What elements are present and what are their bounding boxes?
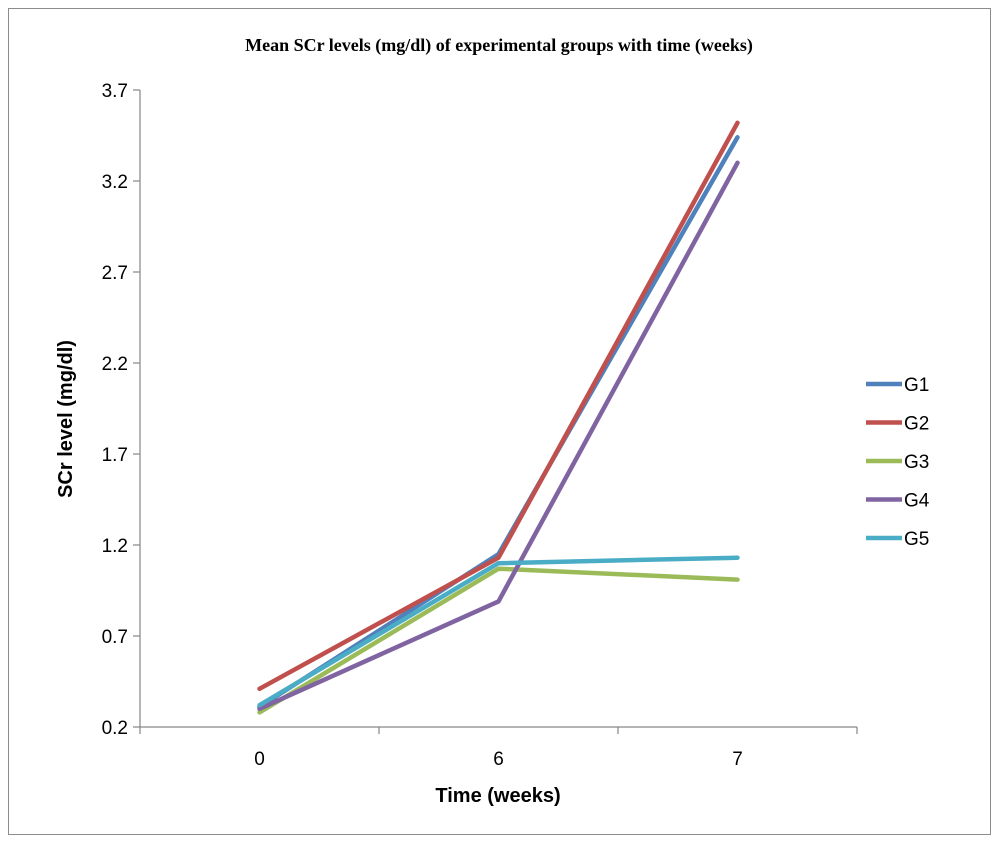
series-lines <box>257 120 740 715</box>
legend-label-g2: G2 <box>904 414 929 435</box>
legend-label-g1: G1 <box>904 375 929 396</box>
x-tick-label: 7 <box>732 749 743 770</box>
y-tick-label: 0.2 <box>102 718 128 739</box>
series-line-g1 <box>257 135 740 710</box>
x-tick-label: 6 <box>493 749 504 770</box>
legend: G1 G2 G3 G4 G5 <box>866 375 930 550</box>
series-line-g4 <box>257 160 740 712</box>
y-tick-label: 1.2 <box>102 536 128 557</box>
series-line-g5 <box>257 555 740 708</box>
axes: 0.2 0.7 1.2 1.7 2.2 2.7 3.2 3.7 0 6 7 <box>102 81 858 770</box>
x-tick-label: 0 <box>254 749 265 770</box>
legend-label-g3: G3 <box>904 452 929 473</box>
y-tick-label: 3.7 <box>102 81 128 102</box>
y-tick-label: 2.7 <box>102 263 128 284</box>
y-tick-label: 3.2 <box>102 172 128 193</box>
chart-title: Mean SCr levels (mg/dl) of experimental … <box>245 35 753 56</box>
legend-label-g4: G4 <box>904 491 930 512</box>
series-line-g3 <box>257 566 740 715</box>
y-tick-label: 2.2 <box>102 354 128 375</box>
y-tick-label: 1.7 <box>102 445 128 466</box>
y-tick-label: 0.7 <box>102 627 128 648</box>
x-axis-label: Time (weeks) <box>435 785 560 807</box>
y-axis-label: SCr level (mg/dl) <box>55 340 77 498</box>
line-chart: Mean SCr levels (mg/dl) of experimental … <box>55 35 930 807</box>
legend-label-g5: G5 <box>904 529 929 550</box>
series-line-g2 <box>257 120 740 692</box>
chart-frame: Mean SCr levels (mg/dl) of experimental … <box>8 8 991 835</box>
